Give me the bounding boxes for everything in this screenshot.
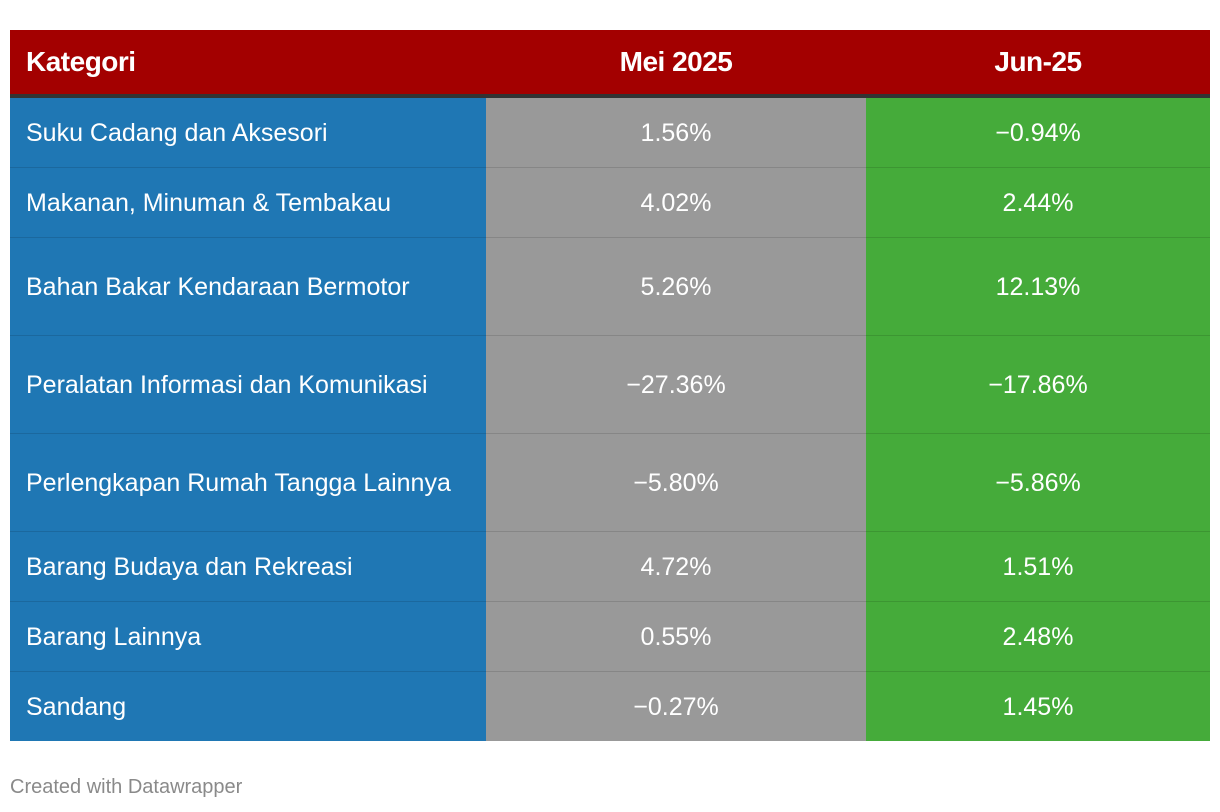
table-row: Barang Lainnya 0.55% 2.48% [10,601,1210,672]
table-row: Makanan, Minuman & Tembakau 4.02% 2.44% [10,167,1210,238]
table-body: Suku Cadang dan Aksesori 1.56% −0.94% Makan… [10,96,1210,741]
cell-kategori: Sandang [10,671,486,741]
column-header-jun-25[interactable]: Jun-25 [866,30,1210,98]
cell-jun-25: 2.48% [866,601,1210,672]
cell-mei-2025: 1.56% [486,96,866,168]
cell-jun-25: −17.86% [866,335,1210,434]
cell-mei-2025: 4.72% [486,531,866,602]
cell-jun-25: 12.13% [866,237,1210,336]
cell-mei-2025: −27.36% [486,335,866,434]
data-table: Kategori Mei 2025 Jun-25 Suku Cadang dan… [10,30,1210,741]
column-header-mei-2025[interactable]: Mei 2025 [486,30,866,98]
table-row: Perlengkapan Rumah Tangga Lainnya −5.80% −… [10,433,1210,532]
cell-kategori: Barang Lainnya [10,601,486,672]
table-row: Bahan Bakar Kendaraan Bermotor 5.26% 12.13… [10,237,1210,336]
cell-jun-25: 1.45% [866,671,1210,741]
cell-jun-25: 2.44% [866,167,1210,238]
table-container: Kategori Mei 2025 Jun-25 Suku Cadang dan… [10,30,1210,741]
cell-kategori: Perlengkapan Rumah Tangga Lainnya [10,433,486,532]
cell-kategori: Bahan Bakar Kendaraan Bermotor [10,237,486,336]
cell-mei-2025: −0.27% [486,671,866,741]
cell-mei-2025: −5.80% [486,433,866,532]
cell-jun-25: −5.86% [866,433,1210,532]
header-row: Kategori Mei 2025 Jun-25 [10,30,1210,98]
footer-credit: Created with Datawrapper [10,776,243,798]
cell-kategori: Barang Budaya dan Rekreasi [10,531,486,602]
cell-kategori: Makanan, Minuman & Tembakau [10,167,486,238]
cell-jun-25: −0.94% [866,96,1210,168]
table-row: Barang Budaya dan Rekreasi 4.72% 1.51% [10,531,1210,602]
cell-kategori: Suku Cadang dan Aksesori [10,96,486,168]
cell-mei-2025: 5.26% [486,237,866,336]
column-header-kategori[interactable]: Kategori [10,30,486,98]
cell-mei-2025: 4.02% [486,167,866,238]
table-row: Sandang −0.27% 1.45% [10,671,1210,741]
cell-kategori: Peralatan Informasi dan Komunikasi [10,335,486,434]
cell-mei-2025: 0.55% [486,601,866,672]
table-row: Suku Cadang dan Aksesori 1.56% −0.94% [10,96,1210,168]
cell-jun-25: 1.51% [866,531,1210,602]
table-row: Peralatan Informasi dan Komunikasi −27.36… [10,335,1210,434]
